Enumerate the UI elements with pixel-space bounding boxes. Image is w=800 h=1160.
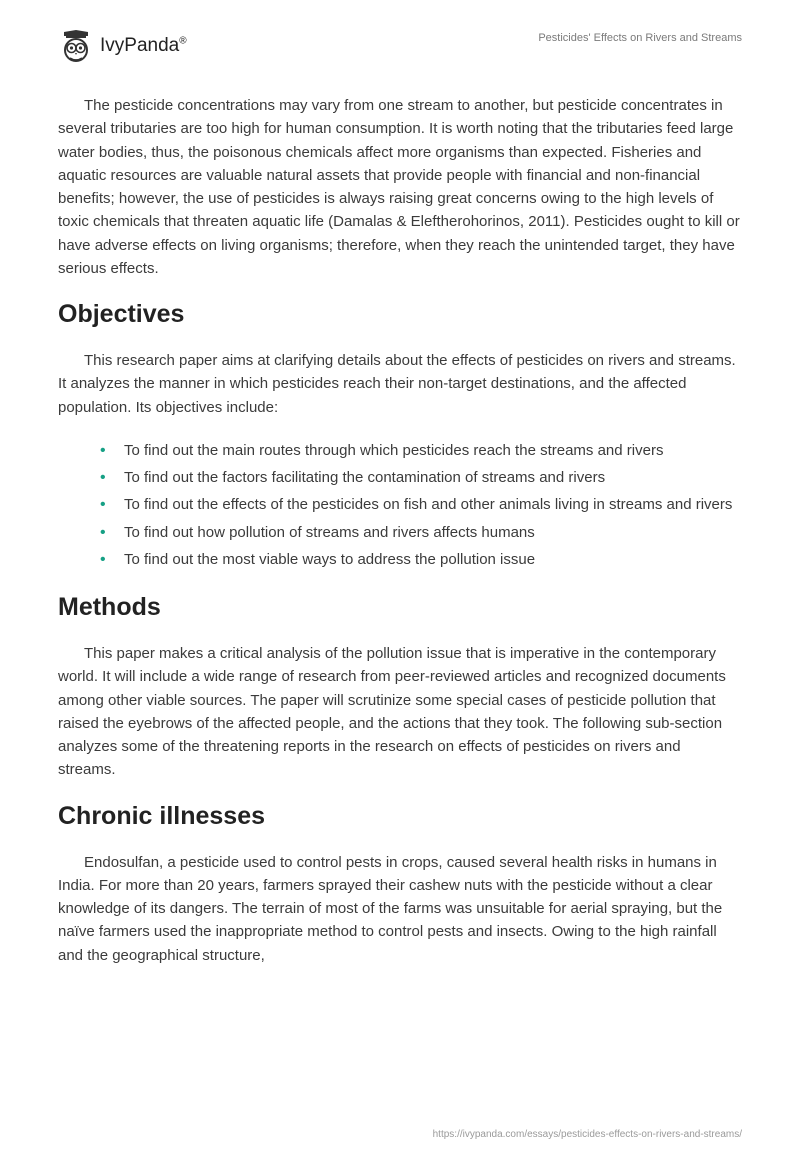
list-item: To find out the most viable ways to addr… xyxy=(100,548,742,571)
heading-methods: Methods xyxy=(58,593,742,622)
chronic-paragraph: Endosulfan, a pesticide used to control … xyxy=(58,851,742,967)
heading-chronic: Chronic illnesses xyxy=(58,802,742,831)
brand-name: IvyPanda® xyxy=(100,35,187,57)
intro-paragraph: The pesticide concentrations may vary fr… xyxy=(58,94,742,280)
page-header: IvyPanda® Pesticides' Effects on Rivers … xyxy=(58,28,742,64)
list-item: To find out how pollution of streams and… xyxy=(100,521,742,544)
logo-block: IvyPanda® xyxy=(58,28,187,64)
brand-registered: ® xyxy=(179,36,186,47)
list-item: To find out the main routes through whic… xyxy=(100,439,742,462)
document-title: Pesticides' Effects on Rivers and Stream… xyxy=(538,32,742,44)
owl-logo-icon xyxy=(58,28,94,64)
list-item: To find out the effects of the pesticide… xyxy=(100,493,742,516)
methods-paragraph: This paper makes a critical analysis of … xyxy=(58,642,742,782)
objectives-list: To find out the main routes through whic… xyxy=(58,439,742,571)
brand-text: IvyPanda xyxy=(100,35,179,56)
objectives-intro-paragraph: This research paper aims at clarifying d… xyxy=(58,349,742,419)
footer-source-url: https://ivypanda.com/essays/pesticides-e… xyxy=(433,1129,742,1140)
heading-objectives: Objectives xyxy=(58,300,742,329)
list-item: To find out the factors facilitating the… xyxy=(100,466,742,489)
